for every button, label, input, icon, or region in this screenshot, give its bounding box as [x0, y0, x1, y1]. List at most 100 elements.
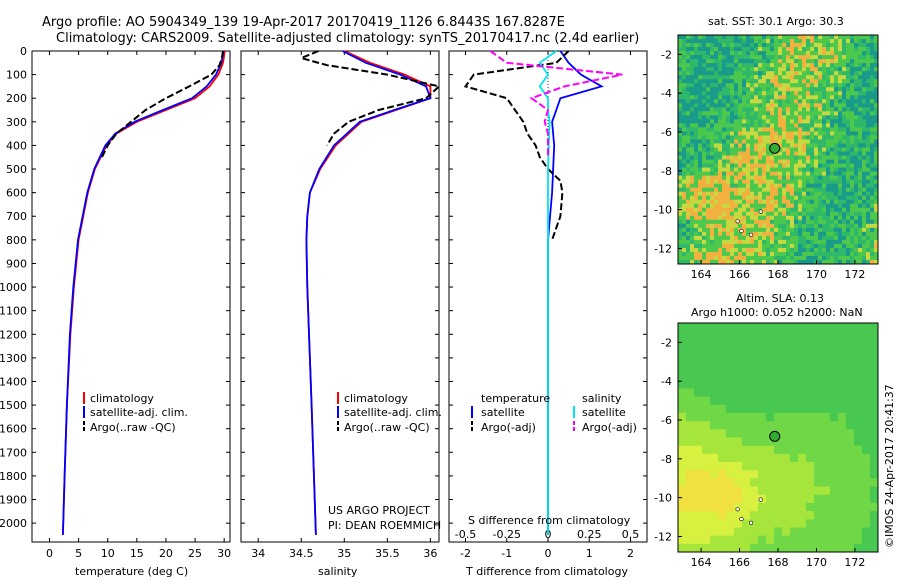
map-cell: [870, 211, 875, 217]
map-cell: [846, 363, 855, 373]
map-cell: [874, 135, 879, 140]
map-cell: [678, 486, 687, 496]
map-cell: [806, 215, 811, 221]
map-cell: [862, 175, 867, 181]
map-cell: [810, 71, 815, 76]
map-cell: [850, 75, 855, 80]
map-cell: [802, 123, 807, 128]
map-cell: [710, 543, 719, 553]
map-cell: [686, 51, 691, 56]
map-cell: [782, 87, 787, 92]
map-cell: [858, 59, 863, 64]
map-cell: [694, 127, 699, 132]
map-cell: [746, 199, 751, 205]
map-cell: [710, 83, 715, 88]
sla-map-title: Altim. SLA: 0.13: [736, 292, 824, 305]
map-y-tick-label: -2: [661, 336, 672, 349]
map-cell: [806, 211, 811, 217]
map-cell: [858, 55, 863, 60]
map-cell: [710, 429, 719, 438]
map-cell: [798, 404, 807, 414]
map-cell: [802, 79, 807, 84]
difference-legend: temperature satellite Argo(-adj) salinit…: [471, 392, 637, 434]
map-cell: [822, 111, 827, 116]
map-cell: [798, 99, 803, 104]
map-cell: [854, 115, 859, 120]
map-cell: [742, 494, 751, 504]
x-tick-label: 35: [337, 547, 351, 560]
temperature-legend-argo: Argo(..raw -QC): [90, 421, 176, 434]
map-cell: [758, 519, 767, 528]
map-cell: [734, 355, 743, 365]
map-cell: [682, 199, 687, 205]
map-cell: [714, 107, 719, 112]
map-cell: [678, 437, 687, 447]
map-cell: [846, 388, 855, 398]
map-cell: [730, 223, 735, 229]
map-cell: [862, 247, 867, 253]
map-cell: [862, 259, 867, 265]
map-cell: [726, 43, 731, 48]
map-cell: [722, 79, 727, 84]
map-cell: [858, 167, 863, 172]
map-cell: [822, 59, 827, 64]
map-cell: [814, 35, 819, 40]
map-cell: [790, 175, 795, 181]
map-cell: [830, 251, 835, 257]
map-cell: [762, 231, 767, 237]
map-cell: [850, 55, 855, 60]
map-cell: [718, 363, 727, 373]
map-cell: [754, 155, 759, 160]
map-cell: [822, 247, 827, 253]
map-cell: [774, 59, 779, 64]
map-cell: [774, 115, 779, 120]
map-cell: [742, 71, 747, 76]
map-cell: [774, 55, 779, 60]
map-cell: [726, 83, 731, 88]
map-cell: [778, 247, 783, 253]
map-cell: [682, 195, 687, 201]
map-cell: [866, 187, 871, 193]
map-cell: [826, 39, 831, 44]
map-cell: [742, 115, 747, 120]
map-cell: [826, 43, 831, 48]
map-cell: [682, 95, 687, 100]
map-cell: [714, 207, 719, 213]
map-cell: [850, 171, 855, 177]
map-cell: [750, 388, 759, 398]
map-cell: [758, 123, 763, 128]
map-cell: [850, 143, 855, 148]
map-cell: [722, 219, 727, 225]
map-cell: [834, 203, 839, 209]
map-cell: [738, 223, 743, 229]
map-cell: [730, 103, 735, 108]
map-cell: [862, 494, 871, 504]
map-cell: [694, 119, 699, 124]
map-cell: [750, 87, 755, 92]
map-cell: [838, 87, 843, 92]
map-cell: [866, 55, 871, 60]
map-cell: [690, 187, 695, 193]
map-cell: [746, 51, 751, 56]
map-cell: [686, 71, 691, 76]
map-cell: [770, 59, 775, 64]
map-cell: [750, 71, 755, 76]
map-cell: [758, 462, 767, 471]
map-cell: [706, 199, 711, 205]
map-cell: [682, 179, 687, 185]
map-cell: [758, 187, 763, 193]
map-cell: [766, 251, 771, 257]
map-cell: [870, 396, 879, 406]
map-cell: [778, 223, 783, 229]
map-cell: [682, 207, 687, 213]
map-cell: [822, 159, 827, 164]
map-cell: [698, 215, 703, 221]
map-cell: [738, 115, 743, 120]
map-cell: [846, 231, 851, 237]
map-cell: [850, 43, 855, 48]
map-cell: [714, 143, 719, 148]
map-cell: [862, 543, 871, 553]
map-cell: [770, 207, 775, 213]
map-cell: [858, 119, 863, 124]
map-cell: [810, 139, 815, 144]
